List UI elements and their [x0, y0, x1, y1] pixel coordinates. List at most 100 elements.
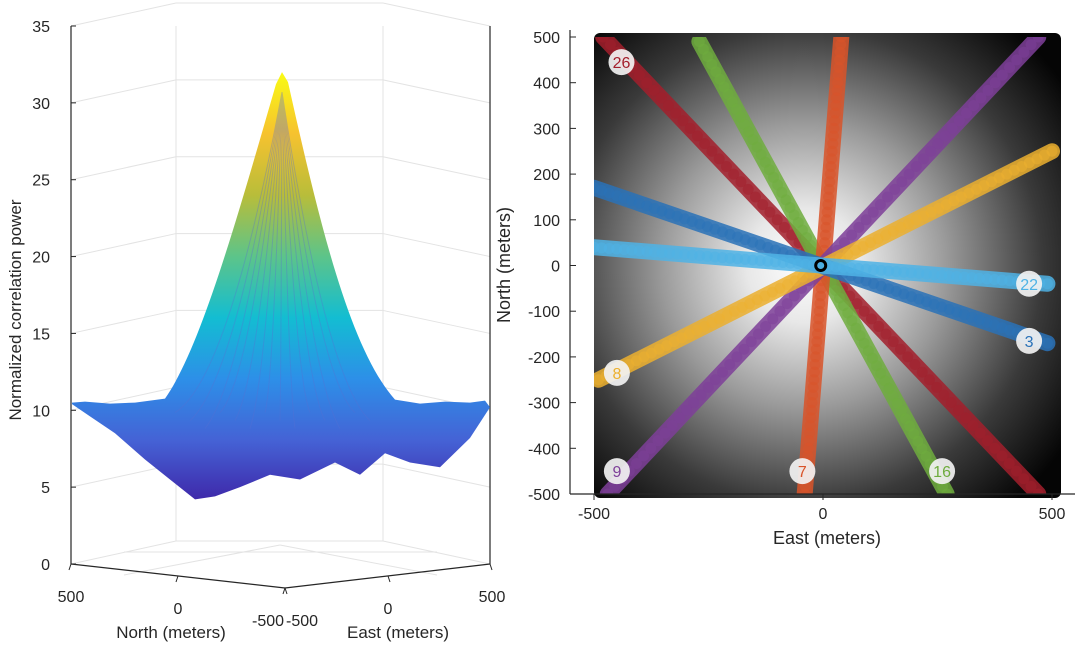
track-point: [1004, 61, 1016, 73]
track-point: [666, 419, 678, 431]
track-label-3: 3: [1016, 327, 1043, 354]
track-point: [923, 374, 935, 386]
track-point: [778, 221, 790, 233]
track-point: [932, 138, 944, 150]
z-axis-ticks: 0 5 10 15 20 25 30 35: [32, 19, 76, 574]
north-tick-mark: [282, 587, 286, 595]
track-point: [655, 92, 667, 104]
surface-ridges: [174, 92, 371, 429]
x-tick-label: 0: [819, 506, 828, 523]
x-tick-label: 500: [1039, 506, 1066, 523]
z-tick-label: 10: [32, 403, 50, 420]
y-tick-label: 100: [533, 213, 560, 230]
scatter-x-label: East (meters): [773, 528, 881, 548]
track-point: [996, 69, 1008, 81]
track-label-text: 7: [798, 464, 807, 481]
track-label-text: 3: [1025, 334, 1034, 351]
track-point: [767, 313, 779, 325]
track-point: [1032, 37, 1044, 43]
track-point: [1011, 54, 1023, 66]
track-point: [659, 427, 671, 439]
y-tick-label: -300: [528, 396, 560, 413]
track-point: [989, 442, 1001, 454]
track-point: [764, 206, 776, 218]
track-point: [903, 168, 915, 180]
track-label-badge: [789, 458, 816, 485]
track-point: [939, 130, 951, 142]
scatter-y-label: North (meters): [494, 207, 514, 323]
track-point: [917, 153, 929, 165]
track-point: [604, 39, 616, 51]
track-point: [788, 290, 800, 302]
track-point: [953, 115, 965, 127]
track-point: [597, 37, 609, 43]
track-22: [594, 239, 1056, 292]
track-point: [1011, 465, 1023, 477]
track-point: [909, 359, 921, 371]
north-tick-label: 500: [58, 589, 85, 606]
track-point: [641, 77, 653, 89]
z-tick-label: 25: [32, 173, 50, 190]
y-tick-label: -400: [528, 441, 560, 458]
track-label-badge: [1016, 327, 1043, 354]
east-tick-mark: [284, 587, 288, 595]
track-point: [952, 404, 964, 416]
track-point: [961, 107, 973, 119]
track-point: [720, 160, 732, 172]
track-point: [724, 359, 736, 371]
track-point: [745, 336, 757, 348]
track-point: [670, 107, 682, 119]
track-point: [1025, 480, 1037, 492]
track-label-7: 7: [789, 458, 816, 485]
track-point: [602, 488, 614, 494]
track-label-16: 16: [929, 458, 956, 485]
track-point: [946, 122, 958, 134]
surface-axes: [70, 26, 491, 589]
track-point: [717, 366, 729, 378]
track-label-8: 8: [603, 359, 630, 386]
track-point: [974, 427, 986, 439]
surface-plot: 0 5 10 15 20 25 30 35 500 0 -500 -500 0 500 Normali…: [6, 2, 505, 642]
east-ticks: -500 0 500: [578, 494, 1065, 523]
track-point: [867, 206, 879, 218]
track-point: [910, 160, 922, 172]
track-point: [673, 412, 685, 424]
y-tick-label: 500: [533, 30, 560, 47]
track-label-26: 26: [608, 49, 635, 76]
track-point: [702, 381, 714, 393]
z-tick-label: 20: [32, 250, 50, 267]
track-point: [688, 397, 700, 409]
track-point: [981, 435, 993, 447]
track-point: [941, 488, 953, 494]
track-point: [851, 298, 863, 310]
north-tick-mark: [175, 575, 179, 583]
track-point: [760, 320, 772, 332]
track-point: [1046, 145, 1058, 157]
track-point: [894, 343, 906, 355]
north-axis-ticks: 500 0 -500: [58, 563, 286, 630]
east-tick-label: 0: [384, 601, 393, 618]
track-label-22: 22: [1016, 270, 1043, 297]
track-point: [799, 488, 811, 494]
track-label-text: 8: [612, 366, 621, 383]
track-labels: 26 16 7 9 8 3 22: [603, 49, 1043, 485]
east-axis-label: East (meters): [347, 623, 449, 642]
track-point: [1018, 473, 1030, 485]
track-point: [652, 435, 664, 447]
track-point: [728, 168, 740, 180]
north-axis-label: North (meters): [116, 623, 226, 642]
track-point: [738, 343, 750, 355]
track-point: [1003, 458, 1015, 470]
z-tick-label: 5: [41, 480, 50, 497]
track-point: [925, 145, 937, 157]
track-label-text: 22: [1020, 277, 1038, 294]
east-tick-mark: [489, 563, 493, 571]
track-point: [695, 389, 707, 401]
track-point: [771, 214, 783, 226]
track-point: [706, 145, 718, 157]
track-point: [633, 69, 645, 81]
track-point: [853, 221, 865, 233]
track-point: [709, 374, 721, 386]
track-point: [916, 366, 928, 378]
track-point: [774, 305, 786, 317]
